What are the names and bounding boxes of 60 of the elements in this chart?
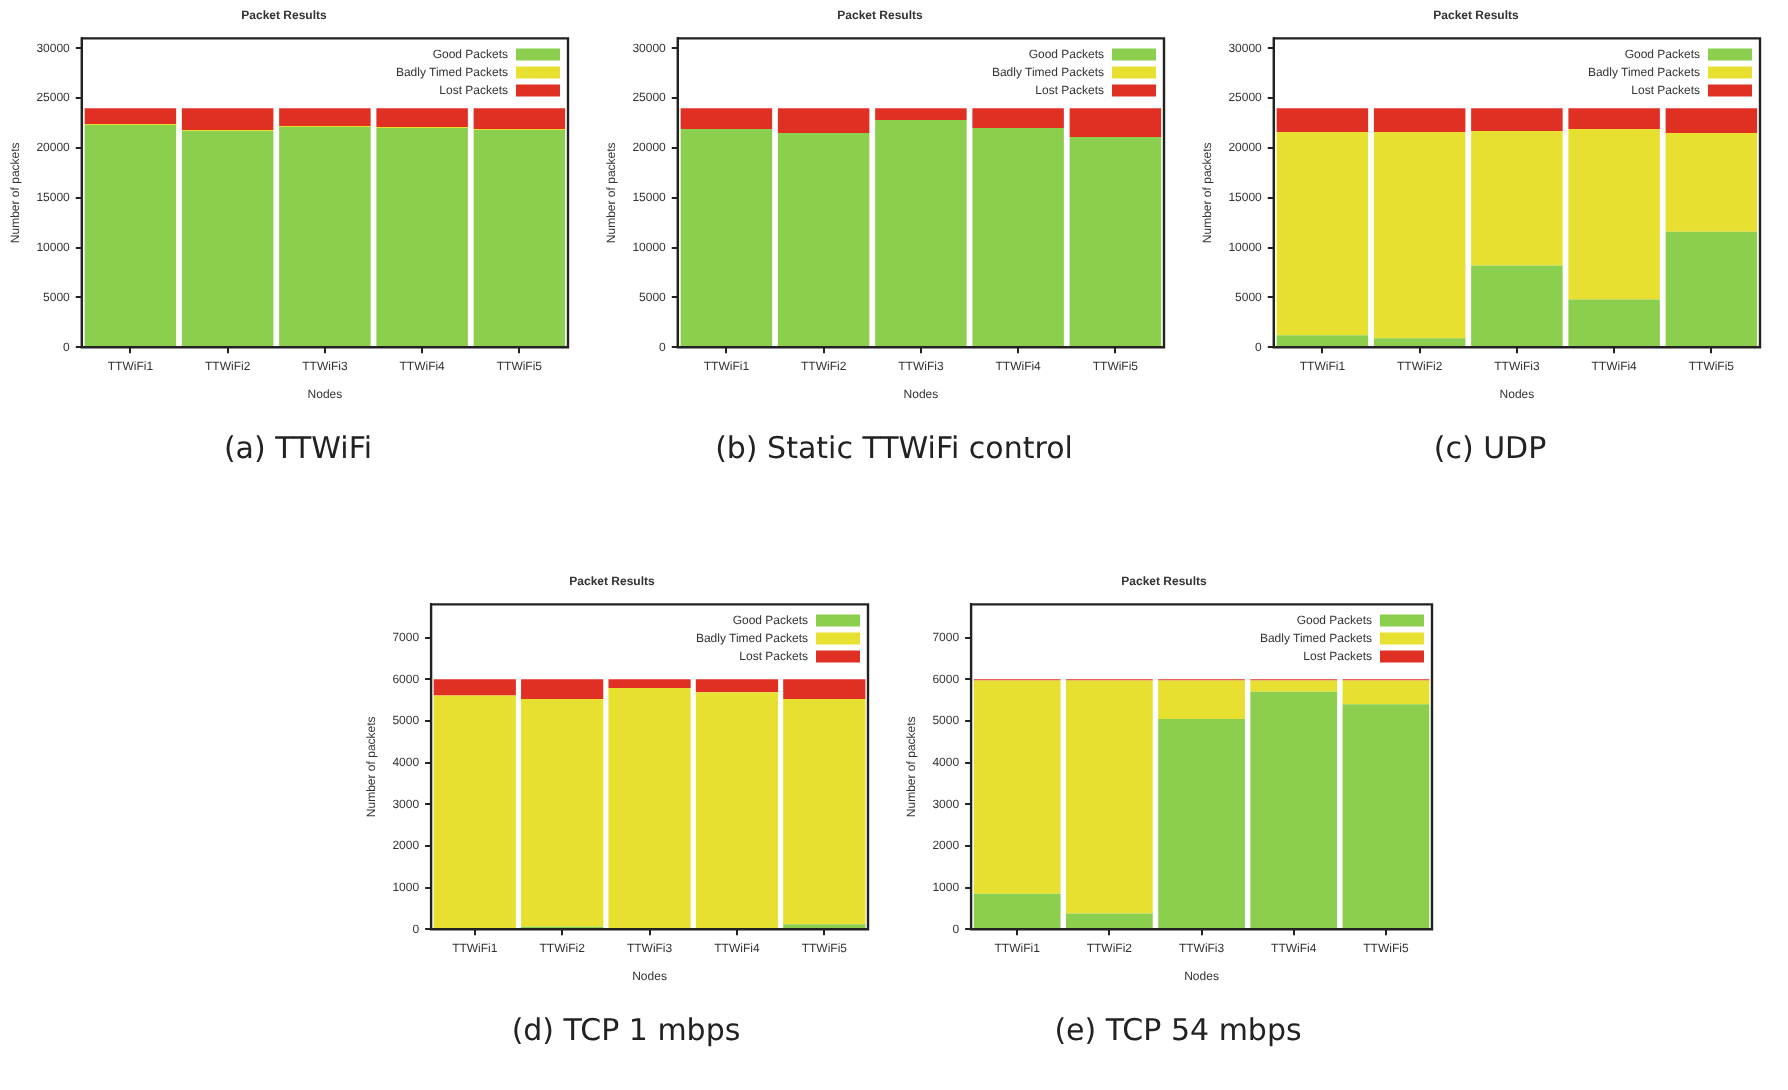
bar <box>181 131 274 347</box>
bar <box>1250 680 1338 692</box>
bar <box>783 679 866 699</box>
bar <box>1568 129 1660 300</box>
bar <box>608 688 691 929</box>
bar <box>279 127 371 347</box>
bar <box>680 108 773 130</box>
bar <box>1158 680 1245 719</box>
text: (b) Static TTWiFi control <box>713 430 1075 466</box>
bar <box>972 128 1064 347</box>
bar <box>1069 108 1162 138</box>
bar <box>1250 691 1338 929</box>
bar <box>1069 137 1162 347</box>
bar <box>521 698 604 927</box>
bar <box>1568 299 1660 347</box>
bar <box>1471 108 1563 132</box>
bar <box>521 679 604 699</box>
bar <box>1276 335 1369 347</box>
text: (d) TCP 1 mbps <box>509 1012 743 1048</box>
bar <box>875 108 967 121</box>
bar <box>777 133 870 347</box>
bar <box>695 692 779 929</box>
bar <box>1158 718 1245 929</box>
bar <box>1373 132 1466 339</box>
bar <box>473 130 566 347</box>
text: (a) TTWiFi <box>221 430 375 466</box>
bar <box>1665 133 1758 232</box>
bar <box>777 108 870 134</box>
bar <box>1066 680 1153 914</box>
bar <box>181 108 274 131</box>
text: (c) UDP <box>1431 430 1549 466</box>
bar <box>1342 680 1430 705</box>
bar <box>84 125 177 347</box>
bar <box>376 108 468 128</box>
bar <box>473 108 566 130</box>
bar <box>1373 338 1466 347</box>
bar <box>1665 231 1758 347</box>
bar <box>875 120 967 347</box>
bar <box>1568 108 1660 130</box>
bar <box>973 680 1061 894</box>
bar <box>695 679 779 693</box>
bar <box>783 698 866 925</box>
bar <box>1471 131 1563 266</box>
bar <box>433 695 516 929</box>
bar <box>680 129 773 347</box>
bar <box>376 128 468 347</box>
bar <box>279 108 371 127</box>
bar <box>1276 108 1369 133</box>
bar <box>84 108 177 125</box>
bar <box>1276 132 1369 336</box>
text: (e) TCP 54 mbps <box>1052 1012 1304 1048</box>
bar <box>1373 108 1466 133</box>
bar <box>973 893 1061 929</box>
bar <box>1665 108 1758 134</box>
bar <box>1471 265 1563 347</box>
bar <box>433 679 516 696</box>
bar <box>608 679 691 689</box>
bar <box>972 108 1064 129</box>
bar <box>1066 913 1153 929</box>
bar <box>1342 704 1430 929</box>
